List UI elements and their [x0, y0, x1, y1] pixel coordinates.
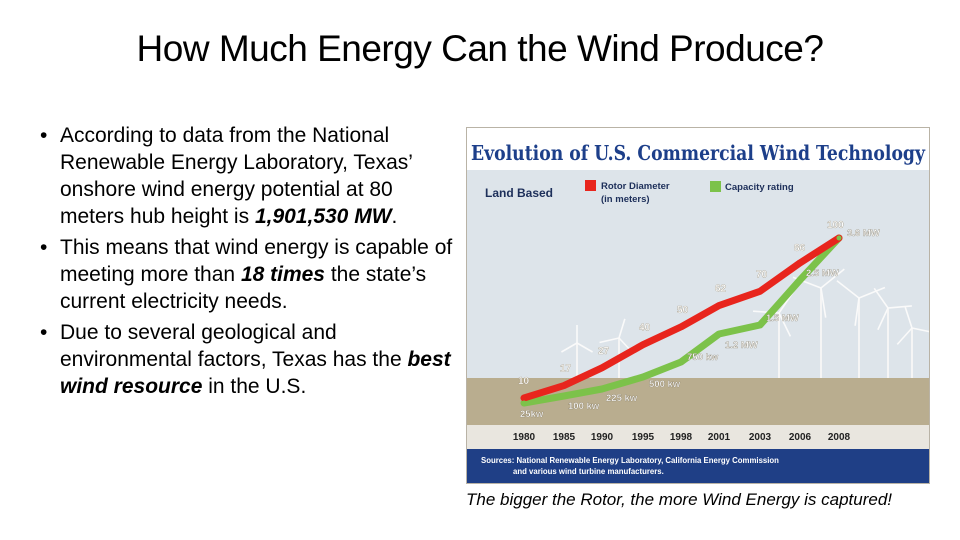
- legend-label-capacity: Capacity rating: [725, 182, 794, 193]
- turbine-blade: [877, 307, 889, 331]
- data-label-rotor: 17: [560, 364, 572, 375]
- data-point-rotor: [561, 383, 567, 389]
- x-tick-label: 2003: [749, 432, 772, 443]
- data-label-rotor: 86: [794, 243, 806, 254]
- data-point-capacity: [521, 400, 527, 406]
- turbine-blade: [836, 280, 860, 299]
- bullet-emphasis: best wind resource: [60, 348, 451, 398]
- data-point-capacity: [640, 374, 646, 380]
- chart-caption: The bigger the Rotor, the more Wind Ener…: [466, 490, 893, 509]
- bullet-item: • Due to several geological and environme…: [38, 319, 458, 400]
- source-text-line2: and various wind turbine manufacturers.: [513, 467, 664, 476]
- bullet-text-end: .: [391, 205, 398, 228]
- x-tick-label: 1980: [513, 432, 536, 443]
- bullet-text: According to data from the National Rene…: [60, 124, 413, 228]
- data-label-rotor: 62: [715, 284, 727, 295]
- x-tick-label: 1990: [591, 432, 614, 443]
- data-point-capacity: [757, 322, 763, 328]
- x-tick-label: 2001: [708, 432, 731, 443]
- bullet-emphasis: 18 times: [240, 263, 325, 286]
- wind-technology-chart: Evolution of U.S. Commercial Wind Techno…: [466, 127, 930, 484]
- bullet-dot: •: [40, 236, 48, 259]
- bullet-text: This means that wind energy is capable o…: [60, 236, 453, 286]
- data-point-capacity: [599, 386, 605, 392]
- data-label-rotor: 10: [518, 376, 530, 387]
- data-point-rotor: [757, 288, 763, 294]
- turbine-blade: [911, 327, 929, 333]
- data-label-capacity: 2.5 MW: [806, 268, 839, 279]
- x-tick-label: 1985: [553, 432, 576, 443]
- data-point-capacity: [836, 235, 842, 241]
- data-label-rotor: 27: [598, 346, 610, 357]
- data-point-rotor: [678, 324, 684, 330]
- legend-label-rotor-units: (in meters): [601, 194, 650, 205]
- turbine-blade: [873, 287, 889, 309]
- turbine-blade: [820, 287, 827, 318]
- bullet-text: Due to several geological and environmen…: [60, 321, 408, 371]
- slide-title: How Much Energy Can the Wind Produce?: [136, 28, 824, 69]
- data-point-capacity: [561, 393, 567, 399]
- data-label-capacity: 25kw: [520, 409, 544, 420]
- data-label-rotor: 50: [677, 305, 689, 316]
- data-label-capacity: 1.2 MW: [725, 340, 758, 351]
- legend-swatch-capacity: [710, 181, 721, 192]
- turbine-blade: [618, 318, 626, 339]
- turbine-blade: [576, 342, 593, 353]
- data-label-capacity: 500 kw: [649, 379, 681, 390]
- bullet-text-end: in the U.S.: [202, 375, 307, 398]
- data-label-rotor: 70: [756, 269, 768, 280]
- data-point-rotor: [716, 303, 722, 309]
- x-axis-band: [467, 425, 929, 447]
- turbine-blade: [896, 327, 913, 345]
- data-label-capacity: 750 kw: [687, 352, 719, 363]
- legend-label-rotor: Rotor Diameter: [601, 181, 670, 192]
- legend-swatch-rotor: [585, 180, 596, 191]
- chart-title: Evolution of U.S. Commercial Wind Techno…: [471, 141, 926, 165]
- data-point-rotor: [599, 365, 605, 371]
- bullet-dot: •: [40, 321, 48, 344]
- data-point-rotor: [797, 260, 803, 266]
- turbine-blade: [858, 286, 886, 299]
- bullet-list: • According to data from the National Ren…: [38, 122, 458, 404]
- data-label-rotor: 100: [827, 220, 844, 231]
- x-tick-label: 1998: [670, 432, 693, 443]
- bullet-text-end: the state’s current electricity needs.: [60, 263, 427, 313]
- turbine-blade: [854, 297, 860, 326]
- turbine-blade: [904, 306, 913, 329]
- x-tick-label: 1995: [632, 432, 655, 443]
- data-point-capacity: [716, 331, 722, 337]
- data-point-rotor: [521, 395, 527, 401]
- turbine-blade: [599, 337, 620, 344]
- data-point-capacity: [678, 359, 684, 365]
- turbine-blade: [778, 312, 792, 337]
- source-text-line1: Sources: National Renewable Energy Labor…: [481, 456, 779, 465]
- data-label-capacity: 225 kw: [606, 393, 638, 404]
- turbine-blade: [820, 268, 845, 289]
- data-label-capacity: 1.5 MW: [766, 313, 799, 324]
- chart-svg: Evolution of U.S. Commercial Wind Techno…: [467, 128, 929, 483]
- turbine-blade: [887, 305, 912, 309]
- chart-title-band: [467, 128, 929, 170]
- data-point-rotor: [640, 342, 646, 348]
- x-tick-label: 2006: [789, 432, 812, 443]
- bullet-item: • This means that wind energy is capable …: [38, 234, 458, 315]
- data-label-rotor: 40: [639, 323, 651, 334]
- bullet-emphasis: 1,901,530 MW: [254, 205, 392, 228]
- turbine-blade: [561, 342, 578, 353]
- x-tick-label: 2008: [828, 432, 851, 443]
- data-label-capacity: 100 kw: [568, 401, 600, 412]
- bullet-item: • According to data from the National Ren…: [38, 122, 458, 230]
- chart-subtitle: Land Based: [485, 186, 553, 200]
- data-label-capacity: 3.6 MW: [847, 228, 880, 239]
- bullet-dot: •: [40, 124, 48, 147]
- data-point-capacity: [797, 277, 803, 283]
- source-band: [467, 449, 929, 483]
